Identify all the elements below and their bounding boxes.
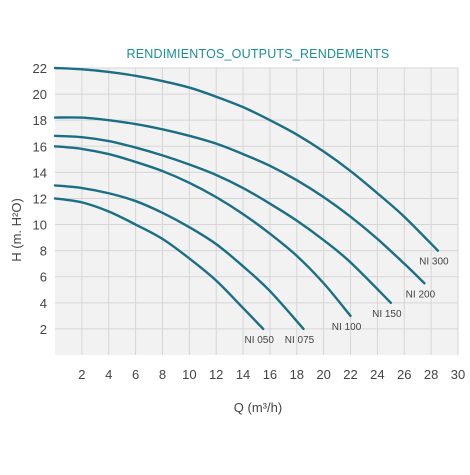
curve-ni-200	[53, 116, 426, 285]
curve-ni-075	[53, 184, 305, 331]
y-tick-label: 22	[33, 61, 47, 76]
x-tick-label: 6	[132, 367, 139, 382]
x-tick-label: 8	[159, 367, 166, 382]
x-tick-label: 4	[105, 367, 112, 382]
y-axis-title: H (m. H²O)	[9, 198, 24, 262]
y-tick-label: 4	[40, 296, 47, 311]
y-tick-label: 8	[40, 244, 47, 259]
curve-ni-050	[53, 197, 265, 331]
y-tick-label: 14	[33, 165, 47, 180]
x-tick-label: 30	[451, 367, 465, 382]
x-tick-label: 28	[424, 367, 438, 382]
curve-label-ni-150: NI 150	[372, 309, 402, 320]
curve-ni-100	[53, 145, 352, 318]
x-tick-label: 24	[370, 367, 384, 382]
y-tick-label: 20	[33, 87, 47, 102]
y-tick-label: 18	[33, 113, 47, 128]
x-tick-label: 22	[343, 367, 357, 382]
plot-area	[55, 68, 458, 355]
y-tick-label: 12	[33, 191, 47, 206]
chart-title: RENDIMIENTOS_OUTPUTS_RENDEMENTS	[127, 47, 390, 61]
y-tick-label: 16	[33, 139, 47, 154]
x-tick-label: 26	[397, 367, 411, 382]
y-tick-label: 2	[40, 322, 47, 337]
series-group: NI 050 NI 075 NI 100 NI 150 NI 200 NI 300	[53, 66, 449, 346]
x-tick-label: 18	[290, 367, 304, 382]
tick-labels: 2 4 6 8 10 12 14 16 18 20 22 24 26 28 3024681012141618…	[33, 61, 466, 382]
curve-label-ni-050: NI 050	[244, 335, 274, 346]
y-tick-label: 6	[40, 270, 47, 285]
x-tick-label: 14	[236, 367, 250, 382]
x-axis-title: Q (m³/h)	[234, 400, 282, 415]
curve-label-ni-075: NI 075	[285, 335, 315, 346]
curve-ni-150	[53, 134, 393, 305]
y-tick-label: 10	[33, 218, 47, 233]
x-tick-label: 2	[78, 367, 85, 382]
x-tick-label: 12	[209, 367, 223, 382]
curve-label-ni-200: NI 200	[406, 289, 436, 300]
x-tick-label: 10	[182, 367, 196, 382]
curve-label-ni-300: NI 300	[419, 257, 449, 268]
x-tick-label: 16	[263, 367, 277, 382]
curve-ni-300	[53, 66, 440, 252]
curve-label-ni-100: NI 100	[332, 322, 362, 333]
x-tick-label: 20	[316, 367, 330, 382]
